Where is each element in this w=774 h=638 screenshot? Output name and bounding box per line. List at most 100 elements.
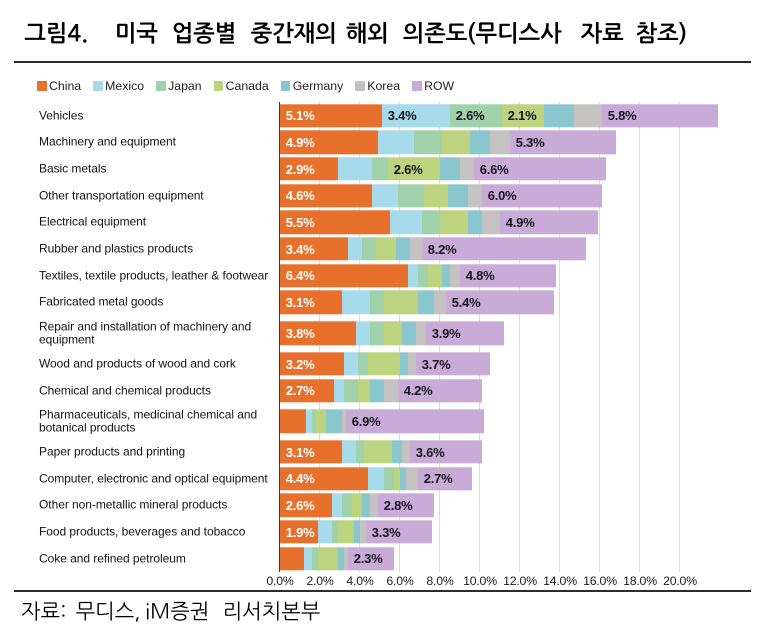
bar-segment-germany — [354, 520, 361, 544]
bar-segment-japan — [344, 378, 359, 403]
segment-value-label: 3.3% — [371, 524, 401, 540]
chart-row: Pharmaceuticals, medicinal chemical and b… — [0, 404, 774, 439]
bar-segment-japan — [312, 409, 317, 433]
segment-value-label: 5.8% — [607, 108, 637, 124]
x-tick-label: 0.0% — [266, 573, 294, 588]
bar-segment-canada: 2.1% — [502, 103, 545, 128]
legend-item-germany: Germany — [280, 79, 343, 93]
stacked-bar: 2.6% 2.8% — [280, 493, 435, 517]
bar-segment-germany — [400, 352, 409, 376]
gridline — [599, 102, 601, 572]
x-tick-label: 10.0% — [463, 573, 497, 588]
chart-row: Computer, electronic and optical equipme… — [0, 465, 774, 492]
x-tick-label: 2.0% — [306, 573, 334, 588]
plot-area: Vehicles 5.1% 3.4% 2.6% 2.1% 5.8% Machinery an… — [0, 102, 774, 572]
segment-value-label: 8.2% — [427, 241, 457, 257]
bar-segment-germany — [396, 237, 411, 261]
segment-value-label: 3.1% — [285, 444, 315, 460]
segment-value-label: 4.2% — [403, 383, 433, 399]
bar-segment-canada — [316, 409, 327, 433]
bar-segment-korea — [410, 237, 423, 261]
category-label: Rubber and plastics products — [39, 241, 194, 256]
segment-value-label: 6.0% — [487, 188, 517, 204]
bar-segment-korea — [460, 157, 475, 181]
bar-segment-mexico — [332, 493, 343, 517]
bar-segment-mexico — [378, 130, 415, 155]
bar-segment-germany — [544, 103, 575, 128]
bar-segment-japan — [370, 290, 385, 315]
chart-row: Rubber and plastics products 3.4% 8.2% — [0, 236, 774, 263]
category-label: Food products, beverages and tobacco — [39, 524, 246, 539]
bar-segment-mexico — [344, 352, 359, 376]
legend-swatch-row — [412, 81, 422, 91]
bar-segment-canada — [352, 493, 363, 517]
bar-segment-korea — [408, 352, 417, 376]
bar-segment-row: 6.9% — [346, 409, 485, 433]
bar-segment-canada — [368, 352, 401, 376]
bar-segment-canada — [440, 210, 469, 235]
bar-segment-mexico — [408, 264, 419, 288]
gridline — [679, 102, 681, 572]
bar-segment-china: 5.5% — [280, 210, 391, 235]
bar-segment-canada — [394, 466, 401, 491]
segment-value-label: 2.3% — [353, 551, 383, 567]
bar-segment-korea — [402, 440, 411, 464]
bar-segment-korea — [416, 321, 427, 345]
bar-segment-mexico — [356, 321, 371, 345]
x-tick-label: 14.0% — [543, 573, 577, 588]
bar-segment-china: 3.4% — [280, 237, 349, 261]
bar-segment-korea — [342, 409, 347, 433]
bar-segment-germany — [362, 493, 371, 517]
segment-value-label: 5.1% — [285, 108, 315, 124]
x-tick-label: 8.0% — [426, 573, 454, 588]
category-label: Repair and installation of machinery and… — [39, 320, 273, 346]
bar-segment-mexico — [372, 184, 399, 208]
stacked-bar: 4.6% 6.0% — [280, 184, 603, 208]
bar-segment-korea — [370, 493, 379, 517]
category-label: Fabricated metal goods — [39, 295, 164, 310]
segment-value-label: 6.9% — [351, 413, 381, 429]
stacked-bar: 4.9% 5.3% — [280, 130, 617, 155]
category-label: Textiles, textile products, leather & fo… — [39, 268, 269, 283]
category-label: Other transportation equipment — [39, 188, 204, 203]
bar-segment-canada — [442, 130, 471, 155]
stacked-bar: 3.1% 3.6% — [280, 440, 483, 464]
bar-segment-row: 4.2% — [398, 378, 483, 403]
stacked-bar: 3.4% 8.2% — [280, 237, 587, 261]
chart-row: Paper products and printing 3.1% 3.6% — [0, 439, 774, 466]
legend-label: Mexico — [105, 78, 145, 93]
stacked-bar: 2.3% — [280, 546, 395, 571]
bar-segment-japan — [370, 321, 385, 345]
bar-segment-korea — [360, 520, 367, 544]
bar-segment-japan: 2.6% — [450, 103, 503, 128]
legend-swatch-china — [37, 81, 47, 91]
x-tick-label: 4.0% — [346, 573, 374, 588]
legend-item-mexico: Mexico — [93, 78, 145, 93]
category-label-line: Pharmaceuticals, medicinal chemical and — [39, 407, 258, 422]
bar-segment-germany — [442, 264, 451, 288]
segment-value-label: 2.9% — [285, 161, 315, 177]
bar-segment-row: 4.8% — [460, 264, 557, 288]
legend-swatch-japan — [156, 81, 166, 91]
segment-value-label: 4.8% — [465, 268, 495, 284]
bar-segment-canada — [338, 520, 355, 544]
bar-segment-japan — [312, 546, 319, 571]
x-tick-label: 16.0% — [583, 573, 617, 588]
bar-segment-row: 5.4% — [446, 290, 555, 315]
bar-segment-china: 3.8% — [280, 321, 357, 345]
bar-segment-row: 8.2% — [422, 237, 587, 261]
legend-item-canada: Canada — [213, 79, 269, 93]
bar-segment-canada — [376, 237, 397, 261]
bar-segment-row: 2.7% — [418, 466, 473, 491]
bar-segment-germany — [326, 409, 343, 433]
segment-value-label: 2.6% — [455, 108, 485, 124]
bar-segment-row: 5.8% — [602, 103, 719, 128]
bar-segment-japan — [362, 237, 377, 261]
gridline — [519, 102, 521, 572]
chart-row: Wood and products of wood and cork 3.2% 3.… — [0, 350, 774, 377]
bar-segment-mexico — [306, 409, 313, 433]
category-label: Paper products and printing — [39, 444, 186, 459]
bar-segment-row: 6.6% — [474, 157, 607, 181]
segment-value-label: 2.7% — [423, 471, 453, 487]
x-tick-label: 12.0% — [503, 573, 537, 588]
